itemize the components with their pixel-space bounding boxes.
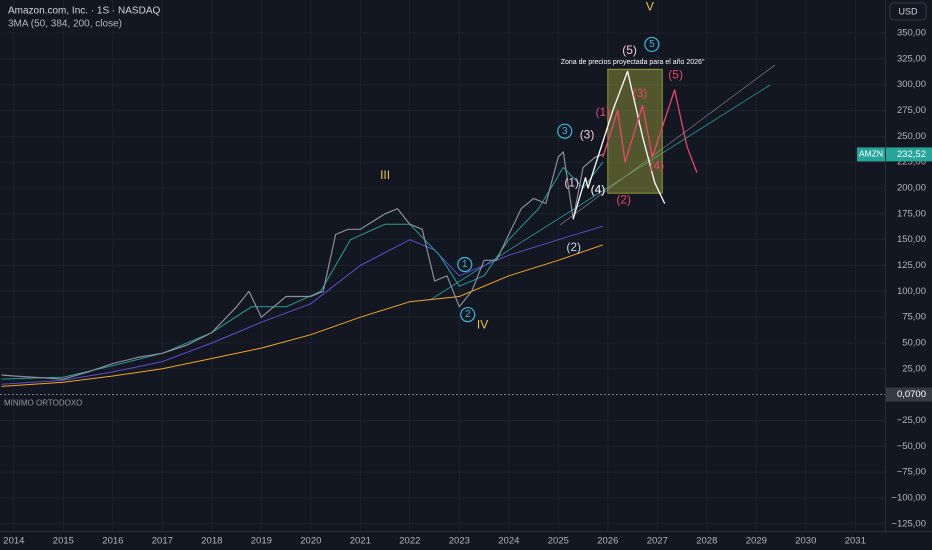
grid xyxy=(0,0,885,531)
x-tick-label: 2022 xyxy=(399,536,420,547)
wave-label: (5) xyxy=(668,68,683,82)
wave-label: (3) xyxy=(580,128,595,142)
series-line xyxy=(1,151,604,380)
x-tick-label: 2027 xyxy=(647,536,668,547)
wave-label: IV xyxy=(477,318,488,332)
series-line xyxy=(1,225,604,385)
price-label: 232,52 xyxy=(897,149,926,160)
x-tick-label: 2023 xyxy=(449,536,470,547)
x-tick-label: 2029 xyxy=(746,536,767,547)
x-tick-label: 2021 xyxy=(350,536,371,547)
wave-label: (1) xyxy=(564,176,579,190)
x-tick-label: 2014 xyxy=(3,536,24,547)
y-tick-label: 100,00 xyxy=(897,286,926,297)
wave-label: 2 xyxy=(465,309,471,320)
chart-title: Amazon.com, Inc. · 1S · NASDAQ xyxy=(8,6,160,17)
y-tick-label: 300,00 xyxy=(897,79,926,90)
y-tick-label: 200,00 xyxy=(897,183,926,194)
wave-label: (1) xyxy=(596,105,611,119)
y-tick-label: 75,00 xyxy=(902,312,926,323)
y-tick-label: 275,00 xyxy=(897,105,926,116)
y-tick-label: 175,00 xyxy=(897,208,926,219)
reference-tag xyxy=(886,387,932,402)
y-tick-label: −25,00 xyxy=(897,415,926,426)
symbol-tag xyxy=(857,147,885,162)
x-tick-label: 2020 xyxy=(300,536,321,547)
wave-label: (2) xyxy=(566,240,581,254)
x-tick-label: 2026 xyxy=(597,536,618,547)
x-tick-label: 2017 xyxy=(152,536,173,547)
y-tick-label: 150,00 xyxy=(897,234,926,245)
y-tick-label: −75,00 xyxy=(897,467,926,478)
wave-label: III xyxy=(380,168,390,182)
x-tick-label: 2018 xyxy=(201,536,222,547)
reference-note: MINIMO ORTODOXO xyxy=(4,399,82,408)
zone-label: Zona de precios proyectada para el año 2… xyxy=(561,59,705,66)
trend-line xyxy=(559,64,776,226)
wave-label: 1 xyxy=(462,259,468,270)
x-tick-label: 2030 xyxy=(795,536,816,547)
wave-label: 5 xyxy=(649,39,655,50)
x-tick-label: 2028 xyxy=(696,536,717,547)
reference-label: 0,0700 xyxy=(897,389,926,400)
currency[interactable]: USD xyxy=(898,6,918,16)
y-tick-label: −50,00 xyxy=(897,441,926,452)
wave-label: (4) xyxy=(591,183,606,197)
wave-circle xyxy=(644,36,660,53)
currency-box[interactable] xyxy=(889,2,927,21)
y-tick-label: 125,00 xyxy=(897,260,926,271)
y-tick-label: −125,00 xyxy=(891,518,926,529)
wave-label: 3 xyxy=(562,126,568,137)
x-tick-label: 2031 xyxy=(845,536,866,547)
x-tick-label: 2025 xyxy=(548,536,569,547)
indicator-label: 3MA (50, 384, 200, close) xyxy=(8,19,122,30)
price-tag xyxy=(886,147,932,162)
wave-circle xyxy=(460,306,476,323)
y-tick-label: 325,00 xyxy=(897,53,926,64)
y-tick-label: 250,00 xyxy=(897,131,926,142)
wave-label: (4) xyxy=(649,158,664,172)
wave-label: (3) xyxy=(633,86,648,100)
x-tick-label: 2024 xyxy=(498,536,519,547)
wave-circle xyxy=(457,256,473,273)
series-line xyxy=(602,89,698,173)
x-tick-label: 2015 xyxy=(53,536,74,547)
x-tick-label: 2019 xyxy=(251,536,272,547)
wave-label: (5) xyxy=(622,43,637,57)
symbol-label: AMZN xyxy=(859,149,883,159)
series-line xyxy=(572,70,666,220)
wave-label: (2) xyxy=(616,193,631,207)
wave-circle xyxy=(557,123,573,139)
x-tick-label: 2016 xyxy=(102,536,123,547)
y-tick-label: 25,00 xyxy=(902,363,926,374)
series-line xyxy=(1,244,604,387)
y-tick-label: 50,00 xyxy=(902,337,926,348)
wave-label: V xyxy=(646,0,654,13)
y-tick-label: 350,00 xyxy=(897,28,926,39)
y-tick-label: −100,00 xyxy=(891,492,926,503)
y-tick-label: 225,00 xyxy=(897,157,926,168)
